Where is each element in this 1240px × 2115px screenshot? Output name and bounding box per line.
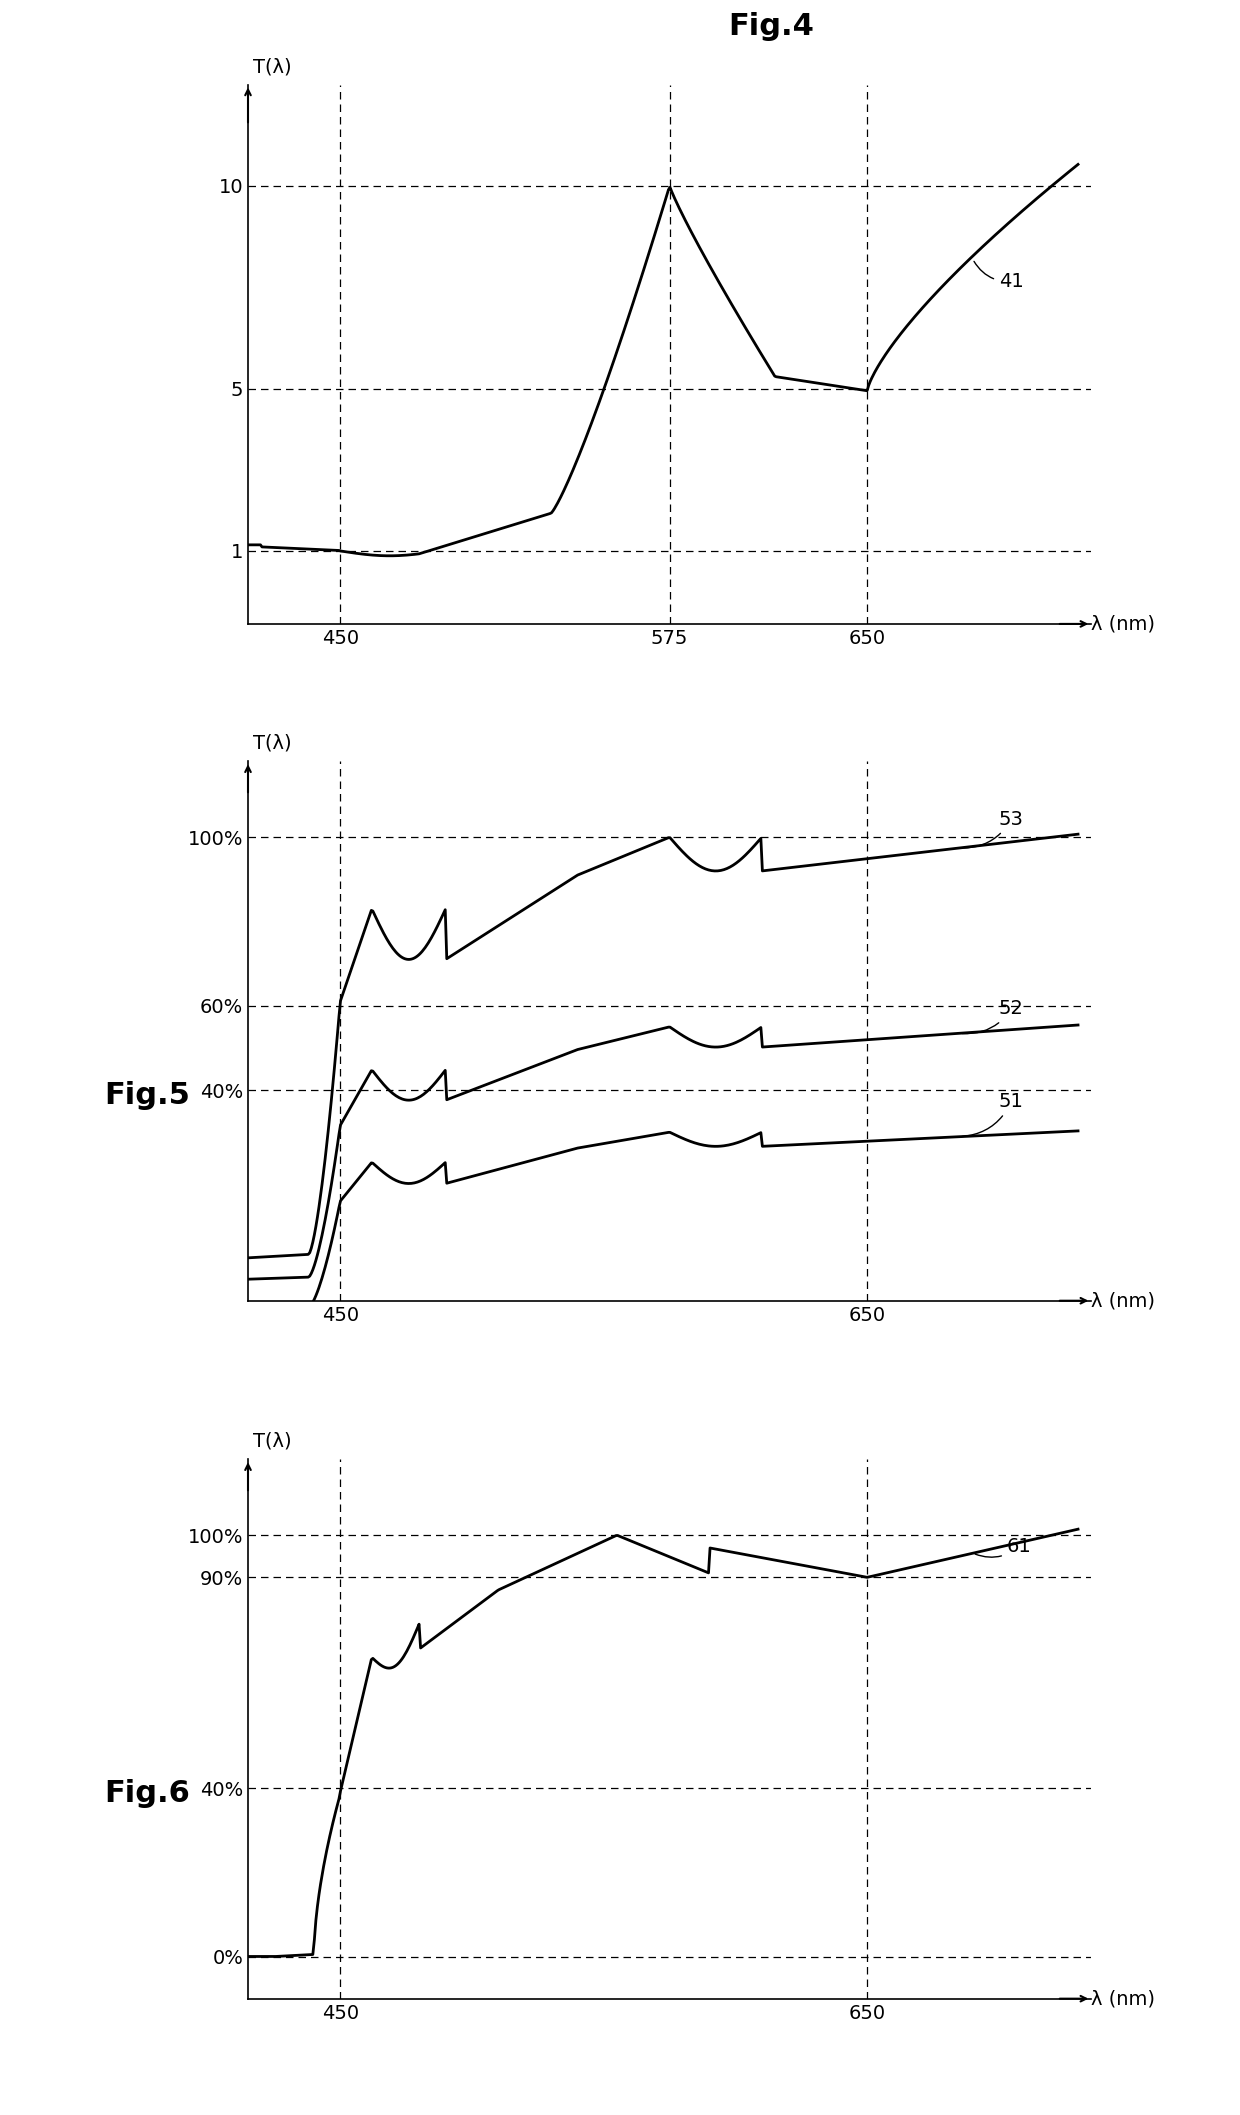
Text: λ (nm): λ (nm) <box>1091 615 1156 632</box>
Text: T(λ): T(λ) <box>253 57 291 76</box>
Text: 41: 41 <box>973 262 1024 292</box>
Text: 61: 61 <box>975 1538 1032 1557</box>
Text: T(λ): T(λ) <box>253 1432 291 1451</box>
Text: 53: 53 <box>962 810 1024 848</box>
Text: T(λ): T(λ) <box>253 734 291 753</box>
Text: Fig.5: Fig.5 <box>104 1081 191 1110</box>
Text: Fig.4: Fig.4 <box>728 13 813 42</box>
Text: λ (nm): λ (nm) <box>1091 1990 1156 2007</box>
Text: Fig.6: Fig.6 <box>104 1779 191 1808</box>
Text: 52: 52 <box>962 998 1024 1034</box>
Text: 51: 51 <box>962 1091 1024 1136</box>
Text: λ (nm): λ (nm) <box>1091 1292 1156 1309</box>
